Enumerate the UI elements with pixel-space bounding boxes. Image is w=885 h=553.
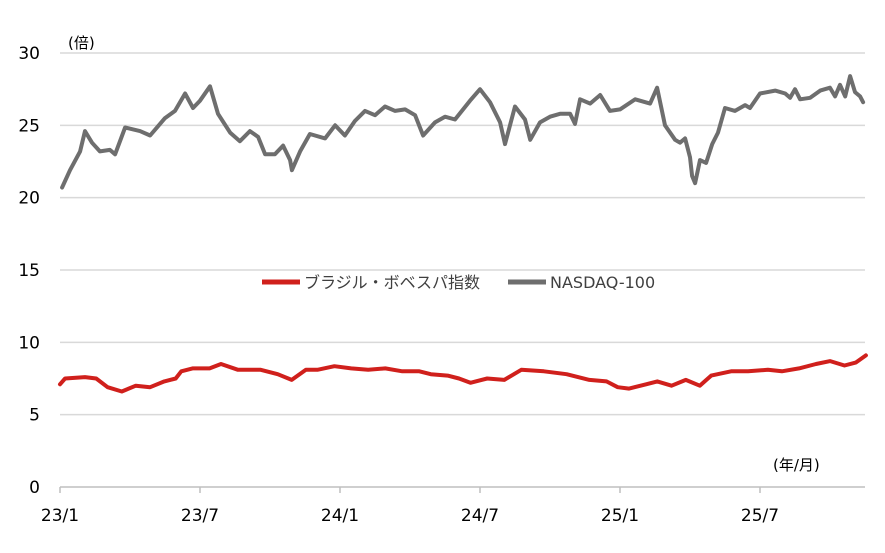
series-line-nasdaq (60, 74, 866, 190)
x-tick-label: 24/7 (461, 506, 499, 526)
y-tick-label: 5 (29, 406, 40, 426)
y-axis-unit-label: (倍) (68, 34, 95, 52)
x-axis-unit-label: (年/月) (773, 456, 820, 474)
y-axis-ticks: 0 5 10 15 20 25 30 (18, 44, 40, 498)
x-tick-label: 25/7 (741, 506, 779, 526)
x-axis: 23/1 23/7 24/1 24/7 25/1 25/7 (41, 486, 865, 526)
x-tick-label: 25/1 (601, 506, 639, 526)
x-tick-label: 23/1 (41, 506, 79, 526)
y-tick-label: 25 (18, 116, 40, 136)
legend: ブラジル・ボベスパ指数 NASDAQ-100 (262, 273, 655, 292)
legend-label-nasdaq: NASDAQ-100 (550, 273, 655, 292)
y-tick-label: 20 (18, 189, 40, 209)
x-tick-label: 23/7 (181, 506, 219, 526)
y-tick-label: 30 (18, 44, 40, 64)
legend-label-bovespa: ブラジル・ボベスパ指数 (304, 273, 480, 292)
series-line-bovespa (58, 353, 868, 394)
x-tick-label: 24/1 (321, 506, 359, 526)
y-tick-label: 15 (18, 261, 40, 281)
series-lines (58, 74, 868, 394)
gridlines (60, 52, 865, 416)
y-tick-label: 10 (18, 333, 40, 353)
y-tick-label: 0 (29, 478, 40, 498)
